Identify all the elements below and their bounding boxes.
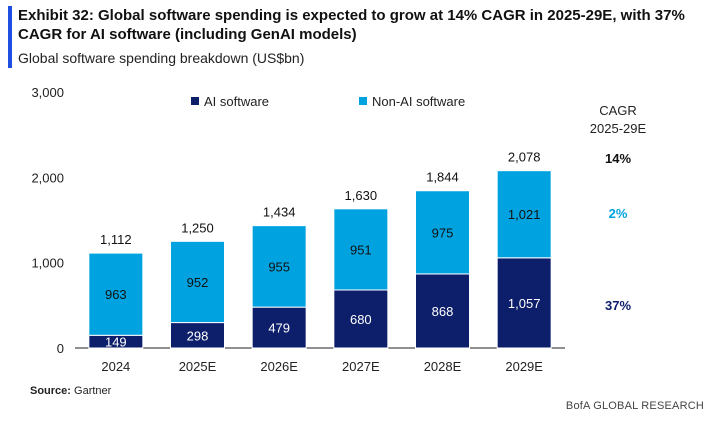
ai-value-label: 680	[350, 312, 372, 327]
bar-ai-software	[496, 257, 552, 349]
bar-non-ai-software	[333, 208, 389, 291]
bar-non-ai-software	[496, 170, 552, 259]
bar-ai-software	[333, 289, 389, 349]
ai-value-label: 868	[432, 304, 454, 319]
y-tick-label: 3,000	[31, 85, 64, 100]
x-tick-label: 2024	[101, 359, 130, 374]
total-value-label: 2,078	[508, 150, 541, 165]
non-ai-value-label: 952	[187, 275, 209, 290]
chart-title: Exhibit 32: Global software spending is …	[18, 7, 685, 43]
total-value-label: 1,630	[345, 188, 378, 203]
non-ai-value-label: 1,021	[508, 207, 541, 222]
cagr-header: CAGR	[599, 103, 637, 118]
cagr-ai-value: 37%	[605, 298, 631, 313]
source-note: Source: Gartner	[30, 385, 111, 397]
legend-label-ai-software: AI software	[204, 94, 269, 109]
cagr-total-value: 14%	[605, 151, 631, 166]
y-tick-label: 1,000	[31, 256, 64, 271]
source-label: Source:	[30, 385, 71, 397]
non-ai-value-label: 955	[268, 259, 290, 274]
non-ai-value-label: 975	[432, 225, 454, 240]
x-tick-label: 2025E	[179, 359, 217, 374]
total-value-label: 1,112	[100, 232, 132, 247]
total-value-label: 1,844	[426, 170, 459, 185]
x-tick-label: 2029E	[505, 359, 543, 374]
cagr-non-ai-value: 2%	[609, 206, 628, 221]
brand-footer: BofA GLOBAL RESEARCH	[565, 400, 704, 412]
x-tick-label: 2028E	[424, 359, 462, 374]
title-accent-bar	[8, 6, 12, 68]
ai-value-label: 149	[105, 335, 127, 350]
total-value-label: 1,434	[263, 205, 296, 220]
bar-ai-software	[415, 273, 470, 349]
x-tick-label: 2026E	[260, 359, 298, 374]
cagr-period: 2025-29E	[590, 121, 647, 136]
bar-non-ai-software	[415, 190, 470, 275]
ai-value-label: 479	[268, 321, 290, 336]
x-tick-label: 2027E	[342, 359, 380, 374]
chart-subtitle: Global software spending breakdown (US$b…	[18, 50, 305, 66]
ai-value-label: 1,057	[508, 296, 541, 311]
non-ai-value-label: 963	[105, 287, 127, 302]
legend-swatch-ai-software	[191, 97, 199, 105]
y-tick-label: 2,000	[31, 170, 64, 185]
non-ai-value-label: 951	[350, 242, 372, 257]
total-value-label: 1,250	[181, 220, 214, 235]
source-text: Gartner	[70, 385, 112, 397]
bar-non-ai-software	[88, 252, 144, 336]
legend-swatch-non-ai-software	[359, 97, 367, 105]
legend-label-non-ai-software: Non-AI software	[372, 94, 465, 109]
bar-non-ai-software	[170, 240, 225, 324]
bar-non-ai-software	[251, 225, 307, 308]
ai-value-label: 298	[187, 328, 209, 343]
y-tick-label: 0	[57, 341, 64, 356]
